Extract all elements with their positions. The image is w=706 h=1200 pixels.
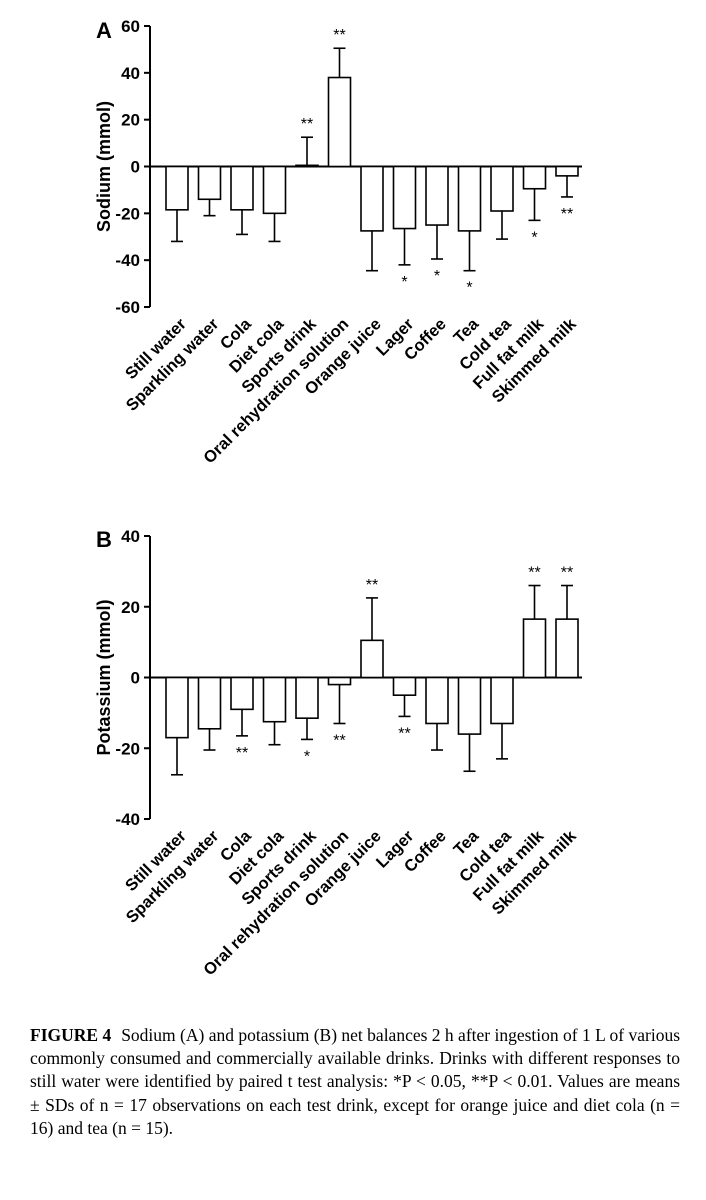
y-tick-label: 0 <box>131 669 140 688</box>
bar <box>197 165 222 201</box>
caption-label: FIGURE 4 <box>30 1025 112 1045</box>
panel-letter: A <box>96 18 112 43</box>
y-tick-label: 40 <box>121 64 140 83</box>
y-axis-label: Potassium (mmol) <box>94 599 114 755</box>
bar <box>197 676 222 730</box>
y-tick-label: -40 <box>115 810 140 829</box>
bar <box>522 618 547 679</box>
panel-letter: B <box>96 527 112 552</box>
significance-marker: ** <box>561 565 573 582</box>
y-tick-label: -20 <box>115 739 140 758</box>
bar <box>230 676 254 711</box>
significance-marker: ** <box>301 116 313 133</box>
bar <box>327 676 352 686</box>
bar <box>327 76 352 168</box>
significance-marker: * <box>304 748 310 765</box>
y-tick-label: -20 <box>115 204 140 223</box>
significance-marker: ** <box>528 565 540 582</box>
significance-marker: * <box>531 229 537 246</box>
bar <box>425 165 449 226</box>
bar <box>392 165 417 230</box>
bar <box>262 165 287 215</box>
bar <box>555 618 579 679</box>
bar <box>262 676 287 723</box>
significance-marker: * <box>401 274 407 291</box>
significance-marker: * <box>466 280 472 297</box>
y-tick-label: 60 <box>121 17 140 36</box>
bar <box>165 676 189 739</box>
y-tick-label: 20 <box>121 111 140 130</box>
figure-caption: FIGURE 4 Sodium (A) and potassium (B) net… <box>30 1024 680 1140</box>
y-tick-label: -60 <box>115 298 140 317</box>
significance-marker: ** <box>333 732 345 749</box>
significance-marker: ** <box>333 27 345 44</box>
bar <box>555 165 579 177</box>
y-tick-label: -40 <box>115 251 140 270</box>
bar <box>522 165 547 190</box>
y-tick-label: 40 <box>121 527 140 546</box>
bar <box>295 164 319 168</box>
bar <box>425 676 449 725</box>
bar <box>360 165 384 232</box>
bar <box>490 676 514 725</box>
bar <box>457 676 482 735</box>
y-tick-label: 0 <box>131 158 140 177</box>
caption-text: Sodium (A) and potassium (B) net balance… <box>30 1025 681 1138</box>
bar <box>295 676 319 719</box>
significance-marker: ** <box>236 745 248 762</box>
bar <box>360 639 384 679</box>
significance-marker: * <box>434 268 440 285</box>
significance-marker: ** <box>366 577 378 594</box>
y-axis-label: Sodium (mmol) <box>94 101 114 232</box>
significance-marker: ** <box>561 206 573 223</box>
significance-marker: ** <box>398 725 410 742</box>
bar <box>457 165 482 232</box>
y-tick-label: 20 <box>121 598 140 617</box>
bar <box>392 676 417 696</box>
bar <box>165 165 189 211</box>
bar <box>230 165 254 211</box>
bar <box>490 165 514 212</box>
